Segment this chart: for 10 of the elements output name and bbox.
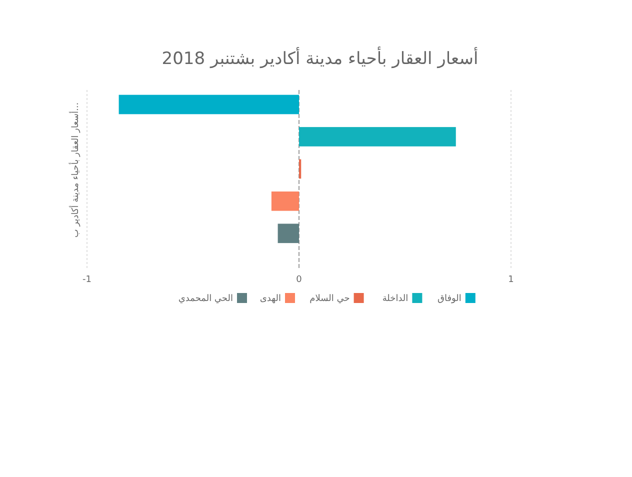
x-tick-label: -1 [82, 275, 92, 285]
x-tick-label: 0 [296, 275, 302, 285]
legend-label: الهدى [260, 294, 281, 304]
x-tick-label: 1 [508, 275, 514, 285]
chart-title: أسعار العقار بأحياء مدينة أكادير بشتنبر 2018 [162, 46, 478, 69]
y-axis-title: أسعار العقار بأحياء مدينة أكادير ب... [68, 102, 81, 238]
legend-label: الداخلة [382, 294, 408, 304]
legend-label: الوفاق [437, 294, 462, 304]
legend-label: الحي المحمدي [178, 294, 233, 304]
legend-label: حي السلام [310, 294, 350, 304]
